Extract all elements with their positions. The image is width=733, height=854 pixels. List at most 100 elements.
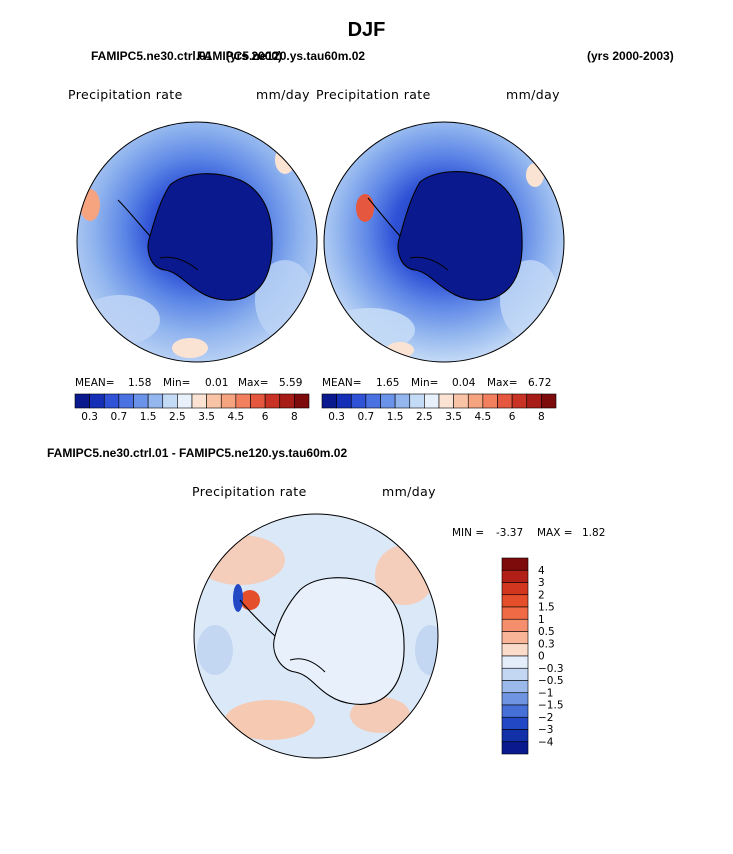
colorbar-cell <box>220 393 237 409</box>
panel1-max-label: Max= <box>238 377 269 389</box>
panel3-unit: mm/day <box>382 484 436 499</box>
panel1-mean-label: MEAN= <box>75 377 115 389</box>
colorbar-tick-label: 0.7 <box>111 411 128 423</box>
panel3-antarctica <box>273 577 405 705</box>
colorbar-tick-label: 4.5 <box>228 411 245 423</box>
colorbar-cell <box>162 393 178 409</box>
panel2-max-label: Max= <box>487 377 518 389</box>
colorbar-tick-label: 0.3 <box>538 638 555 650</box>
colorbar-tick-label: 6 <box>509 411 516 423</box>
colorbar-cell <box>264 393 281 409</box>
colorbar-cell <box>501 655 529 669</box>
colorbar-cell <box>501 716 529 730</box>
panel1-min-value: 0.01 <box>205 377 229 389</box>
colorbar-cell <box>526 393 542 409</box>
colorbar-tick-label: 6 <box>262 411 269 423</box>
colorbar-cell <box>501 729 529 743</box>
panel1-min-label: Min= <box>163 377 191 389</box>
colorbar-tick-label: 4 <box>538 565 545 577</box>
colorbar-cell <box>501 606 529 620</box>
colorbar-cell <box>394 393 411 409</box>
colorbar-tick-label: 8 <box>538 411 545 423</box>
panel2-border <box>323 121 565 363</box>
colorbar-cell <box>321 393 337 409</box>
colorbar-tick-label: 2 <box>538 589 545 601</box>
colorbar-cell <box>250 393 266 409</box>
colorbar-tick-label: −3 <box>538 724 553 736</box>
panel2-min-value: 0.04 <box>452 377 476 389</box>
panel2-label: Precipitation rate <box>316 87 431 102</box>
colorbar-tick-label: 0 <box>538 651 545 663</box>
diff-min-value: -3.37 <box>496 527 524 539</box>
panel2-wet-spot <box>356 194 374 222</box>
colorbar-tick-label: 2.5 <box>169 411 186 423</box>
colorbar-cell <box>438 393 454 409</box>
colorbar-tick-label: 0.7 <box>358 411 375 423</box>
colorbar-cell <box>467 393 484 409</box>
colorbar-tick-label: 1.5 <box>140 411 157 423</box>
panel2-min-label: Min= <box>411 377 439 389</box>
panel2-map <box>324 122 564 362</box>
case-b-years: (yrs 2000-2003) <box>587 49 674 63</box>
colorbar-cell <box>350 393 367 409</box>
panel3-label: Precipitation rate <box>192 484 307 499</box>
colorbar-cell <box>511 393 528 409</box>
colorbar-cell <box>501 741 529 755</box>
colorbar-cell <box>424 393 440 409</box>
panel1-mean-value: 1.58 <box>128 377 152 389</box>
case-a-years: (yrs 2000) <box>226 49 283 63</box>
colorbar-cell <box>501 569 529 583</box>
colorbar-tick-label: 1.5 <box>538 602 555 614</box>
colorbar-tick-label: 0.3 <box>328 411 345 423</box>
page-title: DJF <box>347 19 386 41</box>
colorbar-tick-label: −0.3 <box>538 663 564 675</box>
panel1-border <box>76 121 318 363</box>
colorbar-cell <box>501 680 529 694</box>
colorbar-cell <box>294 393 310 409</box>
colorbar-cell <box>501 692 529 706</box>
panel1-map <box>77 122 317 362</box>
colorbar-cell <box>380 393 396 409</box>
panel3-map <box>194 514 438 758</box>
panel3-border <box>193 513 439 759</box>
colorbar-tick-label: 3 <box>538 577 545 589</box>
colorbar-tick-label: −1 <box>538 687 553 699</box>
colorbar-2: 0.3 0.7 1.5 2.5 3.5 4.5 6 8 <box>321 393 557 423</box>
colorbar-cell <box>133 393 149 409</box>
colorbar-cell <box>206 393 222 409</box>
colorbar-tick-label: −0.5 <box>538 675 564 687</box>
colorbar-cell <box>501 643 529 657</box>
colorbar-cell <box>191 393 207 409</box>
panel1-label: Precipitation rate <box>68 87 183 102</box>
colorbar-cell <box>118 393 134 409</box>
diff-title: FAMIPC5.ne30.ctrl.01 - FAMIPC5.ne120.ys.… <box>47 446 348 460</box>
panel2-mean-label: MEAN= <box>322 377 362 389</box>
colorbar-cell <box>74 393 90 409</box>
colorbar-cell <box>279 393 295 409</box>
diff-max-value: 1.82 <box>582 527 606 539</box>
colorbar-cell <box>235 393 251 409</box>
diff-min-label: MIN = <box>452 527 485 539</box>
colorbar-cell <box>336 393 352 409</box>
colorbar-cell <box>501 582 529 596</box>
colorbar-cell <box>409 393 425 409</box>
colorbar-tick-label: 0.3 <box>81 411 98 423</box>
colorbar-cell <box>453 393 469 409</box>
colorbar-1: 0.3 0.7 1.5 2.5 3.5 4.5 6 8 <box>74 393 310 423</box>
colorbar-tick-label: 3.5 <box>198 411 215 423</box>
panel2-antarctica <box>397 171 523 301</box>
panel2-max-value: 6.72 <box>528 377 552 389</box>
colorbar-cell <box>501 594 529 608</box>
panel1-antarctica <box>147 173 273 301</box>
colorbar-tick-label: 8 <box>291 411 298 423</box>
panel2-mean-value: 1.65 <box>376 377 400 389</box>
colorbar-tick-label: 0.5 <box>538 626 555 638</box>
colorbar-tick-label: 1 <box>538 614 545 626</box>
colorbar-cell <box>501 631 529 645</box>
colorbar-cell <box>497 393 513 409</box>
colorbar-tick-label: 1.5 <box>387 411 404 423</box>
colorbar-cell <box>501 704 529 718</box>
